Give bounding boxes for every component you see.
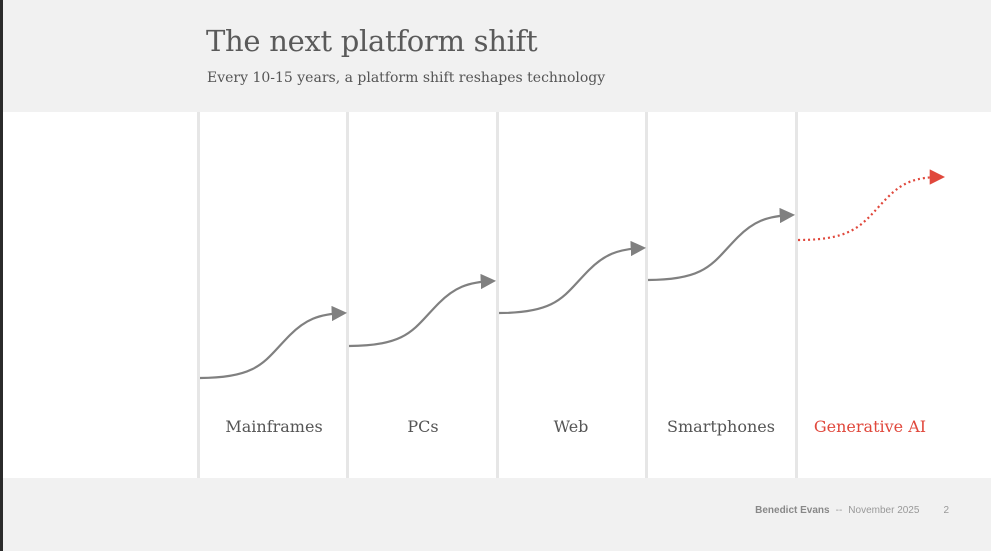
column-label-web: Web [554, 417, 589, 436]
column-divider [197, 112, 200, 478]
generative-ai-curve [797, 169, 946, 242]
footer-date: November 2025 [848, 505, 920, 516]
footer-separator: -- [835, 505, 843, 516]
slide-title: The next platform shift [206, 24, 538, 58]
column-divider [496, 112, 499, 478]
column-divider [346, 112, 349, 478]
page-number: 2 [943, 505, 949, 516]
mainframes-curve [199, 305, 348, 380]
column-label-mainframes: Mainframes [225, 417, 322, 436]
pcs-curve [348, 273, 497, 348]
column-label-smartphones: Smartphones [667, 417, 775, 436]
column-divider [645, 112, 648, 478]
column-divider [795, 112, 798, 478]
slide-footer: Benedict Evans -- November 2025 2 [755, 505, 949, 516]
smartphones-curve [647, 207, 796, 282]
column-label-pcs: PCs [407, 417, 438, 436]
footer-author: Benedict Evans [755, 505, 830, 516]
column-label-generative-ai: Generative AI [814, 417, 926, 436]
slide-subtitle: Every 10-15 years, a platform shift resh… [207, 70, 606, 86]
window-edge [0, 0, 3, 551]
web-curve [498, 240, 647, 315]
